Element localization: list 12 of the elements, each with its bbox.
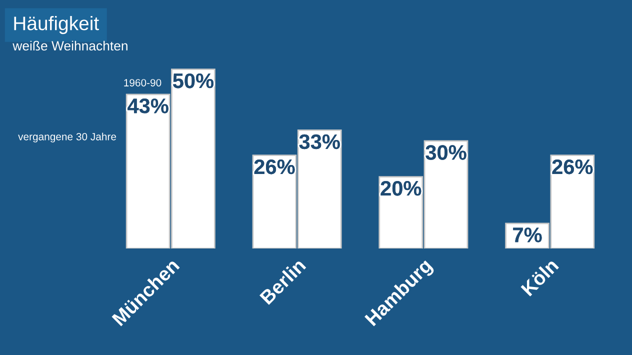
data-label: 20% (380, 180, 422, 196)
data-label: 26% (254, 159, 295, 174)
data-label: 50% (172, 73, 214, 88)
data-label: 26% (552, 159, 593, 174)
data-label: 30% (426, 145, 466, 160)
data-label: 43% (128, 98, 168, 114)
chart-subtitle: weiße Weihnachten (12, 40, 128, 51)
series-label: 1960-90 (124, 79, 162, 86)
data-label: 33% (299, 134, 340, 150)
series-label: vergangene 30 Jahre (18, 132, 116, 142)
chart-title: Häufigkeit (14, 16, 99, 34)
data-label: 7% (513, 228, 542, 242)
